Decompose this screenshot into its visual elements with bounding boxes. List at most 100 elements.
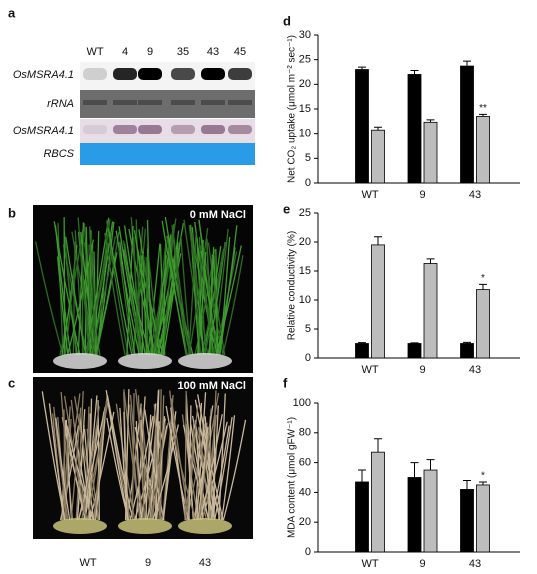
- lane-label: 35: [177, 46, 189, 58]
- bar: [423, 469, 438, 553]
- panel-label: e: [283, 201, 290, 216]
- leaf: [132, 226, 144, 356]
- leaf: [162, 243, 181, 356]
- treatment-label: 0 mM NaCl: [190, 209, 246, 221]
- leaf: [208, 390, 217, 521]
- annotation: *: [481, 471, 485, 482]
- bar: [371, 451, 385, 553]
- leaf: [153, 403, 162, 521]
- leaf: [133, 230, 156, 356]
- leaf: [155, 421, 160, 521]
- band: [201, 125, 225, 134]
- y-axis-label: MDA content (μmol gFW⁻¹): [287, 417, 298, 538]
- leaf: [126, 225, 134, 356]
- leaf: [115, 230, 140, 356]
- lane-label: WT: [86, 46, 103, 58]
- band: [83, 68, 107, 80]
- leaf: [197, 239, 204, 356]
- leaf: [142, 251, 148, 356]
- bar: [355, 481, 369, 553]
- x-tick-label: 9: [419, 364, 425, 376]
- leaf: [66, 425, 94, 521]
- leaf: [53, 221, 81, 356]
- leaf: [188, 233, 197, 356]
- x-tick-label: WT: [361, 364, 378, 376]
- leaf: [106, 395, 134, 521]
- band: [228, 68, 252, 80]
- leaf: [56, 256, 69, 356]
- band: [83, 100, 107, 105]
- y-tick-label: 20: [299, 236, 311, 248]
- panel-label: f: [283, 375, 288, 390]
- y-tick-label: 40: [299, 486, 311, 498]
- band: [83, 125, 107, 134]
- blot-rrna: [80, 90, 255, 118]
- leaf: [70, 399, 88, 521]
- leaf: [34, 241, 64, 356]
- leaf: [144, 409, 165, 521]
- genotype-label: 43: [199, 557, 211, 569]
- leaf: [204, 244, 226, 356]
- leaf: [81, 406, 100, 521]
- leaf: [172, 234, 191, 356]
- leaf: [129, 394, 144, 521]
- x-tick-label: 43: [469, 364, 481, 376]
- lane-label: 4: [122, 46, 128, 58]
- pot: [118, 353, 172, 369]
- panel-label: b: [8, 205, 16, 220]
- leaf: [200, 248, 225, 356]
- panel-label: c: [8, 375, 15, 390]
- y-tick-label: 30: [299, 29, 311, 41]
- leaf: [104, 232, 126, 356]
- error-bar: [374, 438, 382, 453]
- leaf: [207, 416, 212, 521]
- leaf: [202, 424, 213, 521]
- leaf: [144, 414, 152, 521]
- bar: [371, 244, 385, 359]
- leaf: [77, 406, 106, 521]
- error-bar: [410, 462, 419, 478]
- leaf: [169, 421, 197, 521]
- band: [113, 100, 137, 105]
- bar: [476, 484, 490, 553]
- band: [113, 68, 137, 80]
- band: [138, 68, 162, 80]
- leaf: [140, 406, 154, 521]
- leaf: [119, 241, 136, 356]
- leaf: [222, 419, 247, 521]
- y-tick-label: 20: [299, 78, 311, 90]
- band: [228, 100, 252, 105]
- leaf: [75, 391, 84, 521]
- lane-label: 45: [234, 46, 246, 58]
- leaf: [215, 245, 242, 356]
- leaf: [190, 424, 210, 521]
- plants: [34, 216, 247, 534]
- error-bar: [463, 60, 471, 67]
- lane-label: 9: [147, 46, 153, 58]
- leaf: [213, 416, 233, 521]
- band: [228, 125, 252, 134]
- leaf: [105, 390, 129, 521]
- bar: [407, 74, 422, 184]
- pot: [118, 518, 172, 534]
- error-bar: [410, 342, 419, 344]
- leaf: [134, 389, 153, 521]
- y-tick-label: 15: [299, 103, 311, 115]
- bar: [423, 121, 438, 184]
- bar: [460, 65, 474, 184]
- y-tick-label: 10: [299, 294, 311, 306]
- y-tick-label: 80: [299, 427, 311, 439]
- error-bar: [358, 342, 366, 344]
- leaf: [197, 426, 209, 521]
- leaf: [89, 226, 96, 356]
- leaf: [188, 227, 209, 356]
- leaf: [221, 415, 236, 521]
- leaf: [94, 416, 106, 521]
- panel-label: d: [283, 13, 291, 28]
- leaf: [131, 393, 135, 521]
- leaf: [63, 409, 66, 521]
- y-tick-label: 25: [299, 207, 311, 219]
- leaf: [152, 424, 180, 521]
- error-bar: [479, 283, 487, 290]
- error-bar: [410, 70, 419, 75]
